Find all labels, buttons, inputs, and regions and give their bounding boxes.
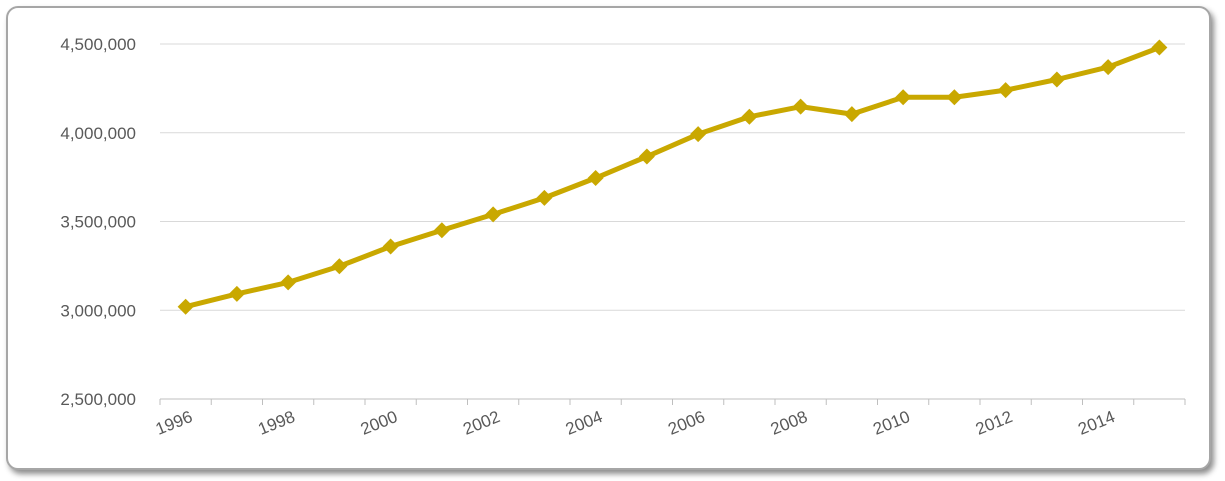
x-tick-label: 2006 [665,407,707,439]
data-point-marker [997,82,1014,99]
data-point-marker [1151,39,1168,56]
data-point-marker [331,258,348,275]
data-point-marker [792,98,809,115]
x-axis-tick-labels: 1996 1998 2000 2002 2004 2006 2008 2010 2012 2014 [153,407,1118,439]
x-tick-label: 2014 [1075,407,1117,439]
data-point-marker [895,89,912,106]
data-point-marker [228,285,245,302]
x-tick-label: 1996 [153,407,195,439]
x-axis [159,398,1186,405]
series-line [183,45,1162,310]
x-tick-label: 2012 [973,407,1015,439]
data-point-marker [741,108,758,125]
data-point-marker [1048,71,1065,88]
data-point-marker [946,89,963,106]
data-point-marker [638,148,655,165]
x-tick-label: 2010 [870,407,912,439]
chart-frame [6,6,1211,470]
x-tick-label: 2004 [563,407,605,439]
data-point-marker [433,222,450,239]
y-tick-label: 4,500,000 [60,35,136,54]
y-tick-label: 3,500,000 [60,213,136,232]
series-layer [183,45,1162,310]
x-tick-label: 2008 [768,407,810,439]
y-axis-tick-labels: 2,500,000 3,000,000 3,500,000 4,000,000 4,50… [60,35,136,409]
data-point-marker [690,126,707,143]
data-point-marker [177,298,194,315]
x-tick-label: 1998 [255,407,297,439]
x-tick-label: 2002 [460,407,502,439]
data-point-marker [280,274,297,291]
data-point-marker [587,170,604,187]
data-point-marker [485,206,502,223]
gridlines [160,43,1185,311]
data-point-marker [382,238,399,255]
data-point-marker [1100,59,1117,76]
data-point-markers [177,39,1168,315]
y-tick-label: 4,000,000 [60,124,136,143]
data-point-marker [536,189,553,206]
data-point-marker [843,106,860,123]
x-tick-label: 2000 [358,407,400,439]
y-tick-label: 3,000,000 [60,301,136,320]
y-tick-label: 2,500,000 [60,390,136,409]
